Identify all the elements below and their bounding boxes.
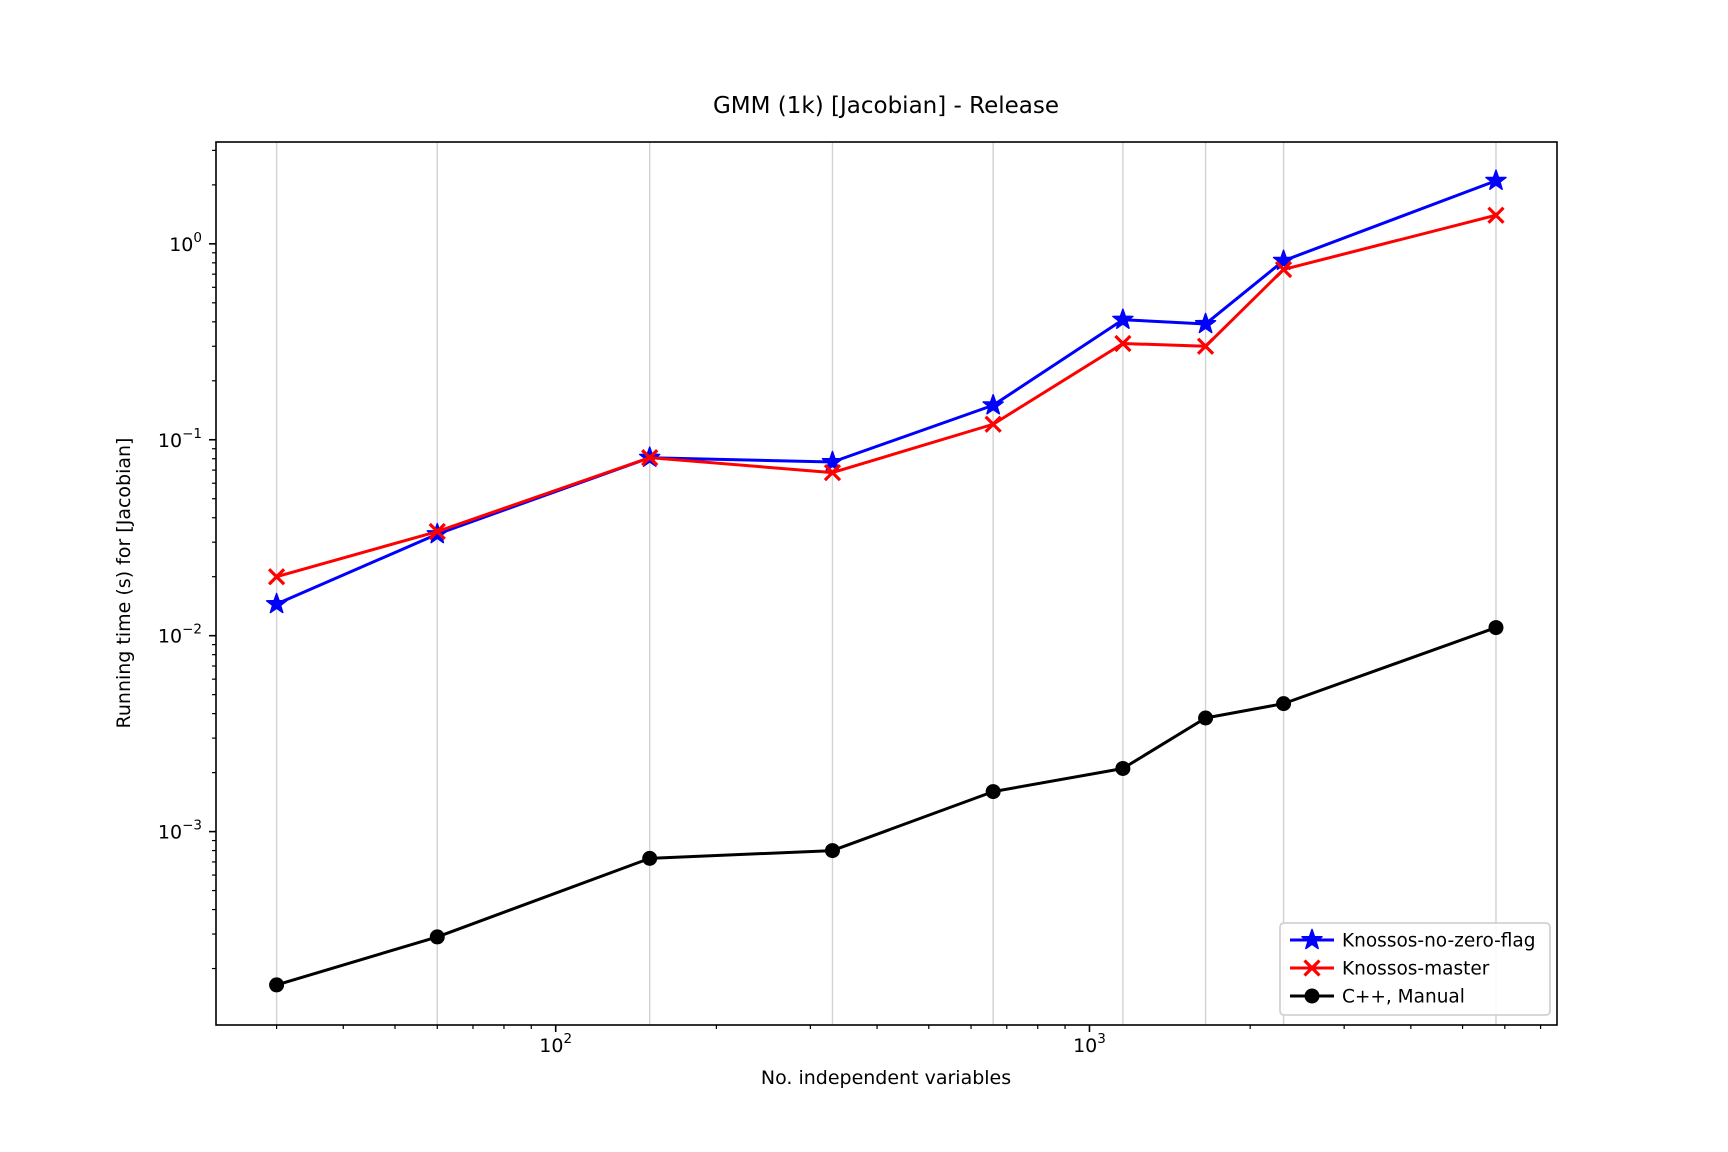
circle-marker-icon: [1198, 710, 1214, 726]
star-marker-icon: [265, 592, 288, 614]
series-line-knossos-no-zero-flag: [275, 179, 1497, 606]
y-axis-label: Running time (s) for [Jacobian]: [113, 438, 135, 729]
circle-marker-icon: [1304, 988, 1320, 1004]
legend: Knossos-no-zero-flag Knossos-master C++, M…: [1279, 922, 1551, 1016]
y-tick-label: 10−1: [158, 426, 202, 452]
series-knossos-no-zero-flag: [265, 169, 1507, 614]
x-marker-icon: [1487, 206, 1505, 224]
y-tick-label: 100: [169, 230, 202, 256]
series-line-knossos-master: [276, 213, 1497, 579]
circle-marker-icon: [429, 929, 445, 945]
circle-marker-icon: [824, 843, 840, 859]
x-tick-label: 103: [1073, 1031, 1106, 1057]
series-c-manual: [269, 620, 1504, 993]
star-marker-icon: [1485, 169, 1507, 190]
circle-marker-icon: [269, 977, 285, 993]
circle-marker-icon: [1115, 760, 1131, 776]
plot-border: [215, 141, 1558, 1026]
x-marker-icon: [984, 415, 1002, 433]
x-marker-icon: [428, 522, 446, 541]
x-marker-icon: [641, 449, 659, 467]
legend-entry: Knossos-master: [1290, 959, 1490, 980]
legend-entry: C++, Manual: [1290, 987, 1465, 1008]
x-marker-icon: [1303, 959, 1321, 977]
star-marker-icon: [821, 450, 844, 472]
circle-marker-icon: [985, 784, 1001, 800]
legend-label: Knossos-master: [1342, 959, 1490, 980]
x-axis-label: No. independent variables: [761, 1067, 1011, 1089]
gridlines: [275, 142, 1497, 1025]
x-marker-icon: [1114, 334, 1132, 353]
chart-title: GMM (1k) [Jacobian] - Release: [713, 93, 1059, 119]
x-marker-icon: [823, 463, 842, 482]
star-marker-icon: [1194, 312, 1217, 334]
y-tick-label: 10−2: [158, 622, 202, 648]
x-marker-icon: [1274, 260, 1293, 279]
legend-box: [1279, 922, 1551, 1016]
series-knossos-master: [267, 206, 1505, 586]
axis-ticks: [209, 149, 1542, 1032]
circle-marker-icon: [1488, 620, 1504, 636]
legend-label: Knossos-no-zero-flag: [1342, 931, 1536, 952]
x-tick-label: 102: [539, 1031, 572, 1057]
y-tick-label: 10−3: [158, 818, 202, 844]
star-marker-icon: [1272, 249, 1295, 270]
x-marker-icon: [1196, 337, 1215, 355]
legend-entry: Knossos-no-zero-flag: [1290, 928, 1536, 952]
circle-marker-icon: [642, 850, 658, 866]
x-marker-icon: [267, 568, 286, 586]
legend-label: C++, Manual: [1342, 987, 1465, 1008]
star-marker-icon: [1112, 308, 1134, 329]
star-marker-icon: [982, 394, 1004, 415]
circle-marker-icon: [1276, 696, 1292, 712]
star-marker-icon: [1301, 928, 1323, 950]
